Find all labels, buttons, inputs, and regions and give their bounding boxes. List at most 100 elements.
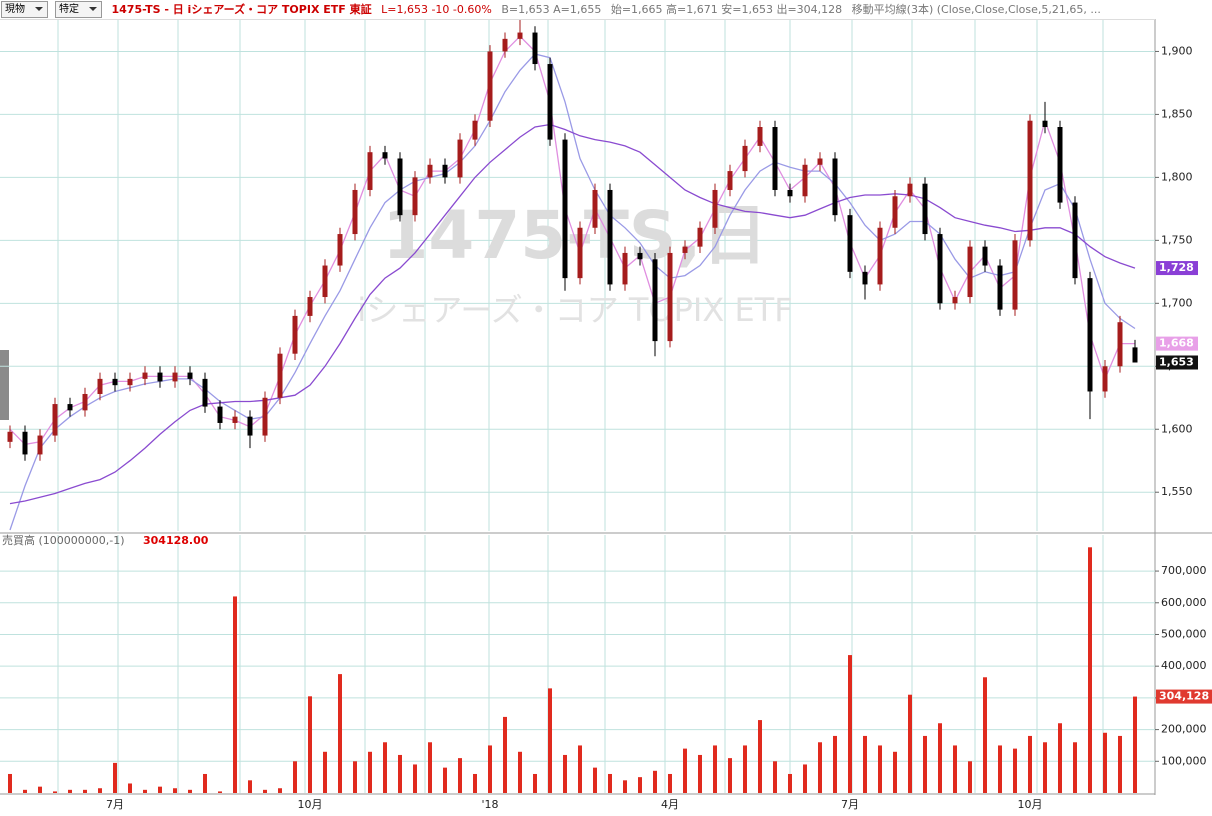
panel-title: 売買高 (100000000,-1) (2, 533, 125, 547)
volume-bar (503, 716, 507, 793)
volume-bar (1058, 723, 1062, 793)
candle-body (832, 158, 838, 216)
candle-body (142, 372, 148, 379)
volume-bar (1103, 732, 1107, 793)
volume-bar (578, 745, 582, 793)
candle-body (262, 397, 268, 436)
candle-body (862, 271, 868, 285)
candle-body (682, 246, 688, 253)
candle-body (1102, 366, 1108, 392)
x-tick-label: 10月 (1018, 798, 1043, 811)
candle-body (472, 120, 478, 140)
volume-bar (668, 773, 672, 793)
candle-body (397, 158, 403, 216)
candle-body (1072, 202, 1078, 279)
volume-bar (1133, 696, 1137, 793)
candle-body (502, 38, 508, 52)
volume-bar (53, 791, 57, 793)
volume-bar (593, 767, 597, 793)
candle-body (1087, 278, 1093, 392)
moving-average-line (9, 35, 1135, 446)
volume-bar (428, 742, 432, 793)
volume-bar (398, 754, 402, 793)
account-dropdown[interactable]: 現物 (1, 1, 48, 18)
y-tick-label: 700,000 (1161, 564, 1207, 577)
volume-bar (488, 745, 492, 793)
price-tag (1156, 355, 1198, 370)
tax-dropdown[interactable]: 特定 (55, 1, 102, 18)
price-tag-label: 1,653 (1159, 356, 1194, 369)
candle-body (292, 315, 298, 354)
candle-body (607, 189, 613, 285)
candle-body (367, 152, 373, 190)
volume-bar (188, 789, 192, 793)
candle-body (802, 164, 808, 197)
candle-body (622, 252, 628, 285)
volume-tag (1156, 689, 1212, 704)
volume-bar (293, 761, 297, 793)
volume-bar (563, 754, 567, 793)
candle-body (637, 252, 643, 260)
ohlc: 始=1,665 高=1,671 安=1,653 出=304,128 (610, 3, 843, 16)
volume-bar (323, 751, 327, 793)
candle-body (1012, 240, 1018, 310)
volume-bar (848, 655, 852, 793)
volume-bar (818, 742, 822, 793)
candle-body (202, 378, 208, 407)
candle-body (37, 435, 43, 455)
watermark: iシェアーズ・コア TOPIX ETF (357, 291, 792, 329)
y-tick-label: 1,850 (1161, 107, 1193, 120)
volume-bar (68, 789, 72, 793)
candle-body (82, 393, 88, 411)
candle-body (1042, 120, 1048, 128)
price-tag (1156, 261, 1198, 276)
candle-body (187, 372, 193, 379)
candle-body (7, 431, 13, 442)
candle-body (172, 372, 178, 382)
volume-bar (878, 745, 882, 793)
volume-bar (623, 780, 627, 793)
volume-bar (203, 773, 207, 793)
volume-bar (998, 745, 1002, 793)
candle-body (157, 372, 163, 382)
volume-bar (1118, 735, 1122, 793)
candle-body (337, 234, 343, 266)
candle-body (457, 139, 463, 178)
volume-bar (278, 788, 282, 793)
volume-bar (698, 754, 702, 793)
candle-body (712, 189, 718, 228)
candle-body (127, 378, 133, 386)
volume-bar (863, 735, 867, 793)
volume-bar (758, 720, 762, 793)
candle-body (517, 32, 523, 39)
candle-body (742, 145, 748, 172)
volume-bar (518, 751, 522, 793)
candle-body (892, 196, 898, 228)
volume-bar (728, 758, 732, 793)
candle-body (232, 416, 238, 423)
volume-bar (143, 789, 147, 793)
volume-bar (638, 777, 642, 793)
volume-bar (38, 786, 42, 793)
candle-body (697, 227, 703, 247)
volume-bar (1028, 735, 1032, 793)
y-tick-label: 1,750 (1161, 233, 1193, 246)
volume-bar (788, 773, 792, 793)
volume-bar (413, 764, 417, 793)
volume-bar (83, 789, 87, 793)
volume-bar (743, 745, 747, 793)
x-tick-label: '18 (481, 798, 498, 811)
volume-bar (173, 788, 177, 793)
volume-bar (1073, 742, 1077, 793)
bid-ask: B=1,653 A=1,655 (501, 3, 602, 16)
candle-body (1117, 322, 1123, 367)
candle-body (847, 215, 853, 272)
candle-body (442, 164, 448, 178)
volume-bar (248, 780, 252, 793)
candle-body (652, 259, 658, 342)
volume-bar (908, 694, 912, 793)
plot (8, 547, 1137, 793)
volume-bar (233, 596, 237, 793)
volume-bar (263, 789, 267, 793)
